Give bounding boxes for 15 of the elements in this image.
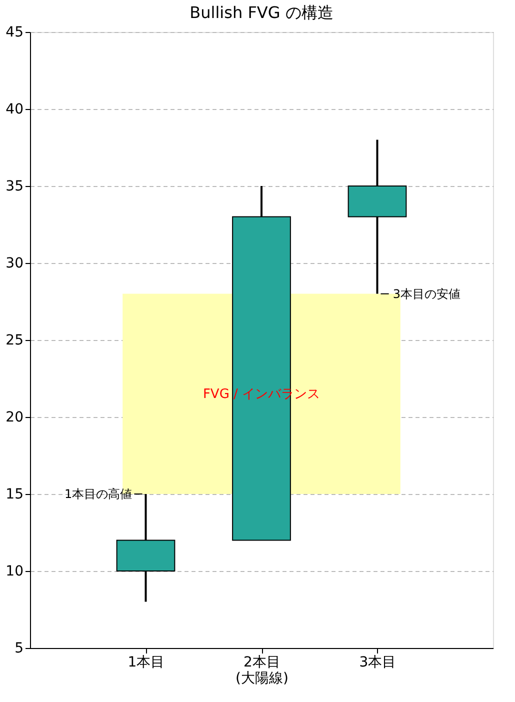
- y-tick-label: 15: [6, 486, 24, 502]
- x-tick-label: 2本目 (大陽線): [236, 654, 288, 686]
- annotation: 3本目の安値: [392, 286, 460, 301]
- y-tick-label: 5: [14, 640, 24, 656]
- x-tick-label: 1本目: [128, 654, 165, 670]
- y-tick-label: 30: [6, 256, 24, 272]
- y-tick-label: 45: [6, 24, 24, 40]
- annotation: 1本目の高値: [64, 487, 132, 501]
- x-tick-label: 3本目: [359, 654, 396, 670]
- y-tick-label: 35: [6, 178, 24, 194]
- y-tick-label: 25: [6, 332, 24, 348]
- y-tick-label: 40: [6, 102, 24, 118]
- y-tick-label: 10: [6, 564, 24, 580]
- chart-title: Bullish FVG の構造: [190, 3, 334, 22]
- y-tick-label: 20: [6, 410, 24, 426]
